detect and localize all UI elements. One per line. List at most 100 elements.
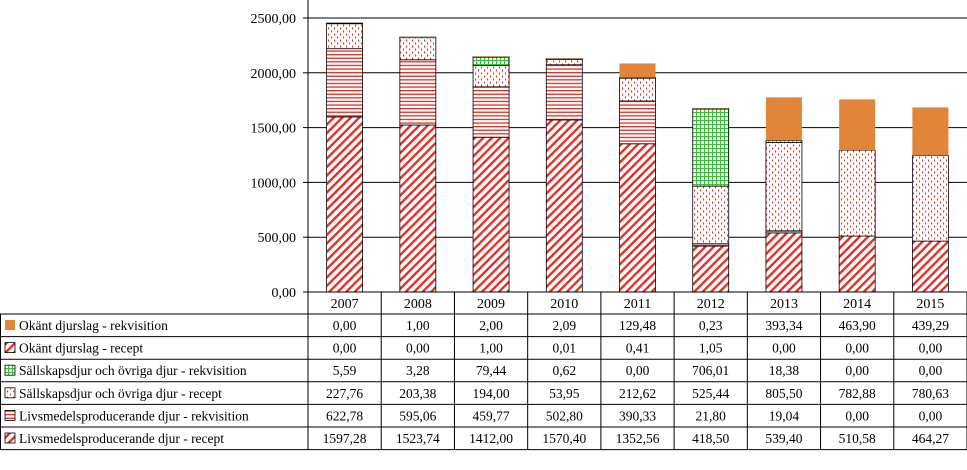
y-tick-label: 1000,00 <box>251 176 297 191</box>
bar-segment-2008-s1 <box>399 59 437 126</box>
category-label: 2011 <box>624 297 651 312</box>
data-label: 595,06 <box>399 408 436 423</box>
bar-segment-2007-s1 <box>326 48 364 118</box>
data-label: 0,01 <box>552 341 576 356</box>
data-label: 510,58 <box>839 431 876 446</box>
category-label: 2013 <box>770 297 798 312</box>
bar-segment-2013-s5 <box>765 97 802 141</box>
y-tick-label: 0,00 <box>272 286 297 301</box>
legend-label: Okänt djurslag - rekvisition <box>19 318 168 333</box>
data-label: 459,77 <box>472 408 509 423</box>
data-label: 393,34 <box>765 318 802 333</box>
bar-segment-2011-s0 <box>619 143 656 293</box>
bar-segment-2014-s5 <box>839 99 876 151</box>
legend-label: Sällskapsdjur och övriga djur - rekvisit… <box>19 363 247 378</box>
bar-segment-2013-s3 <box>765 140 803 143</box>
data-label: 79,44 <box>476 363 507 378</box>
bar-segment-2012-s5 <box>692 108 729 110</box>
data-label: 0,00 <box>919 408 943 423</box>
legend-key-4 <box>4 342 16 354</box>
data-label: 805,50 <box>765 386 802 401</box>
legend-key-0 <box>4 432 16 444</box>
bars <box>326 22 949 293</box>
data-label: 2,09 <box>552 318 576 333</box>
category-label: 2008 <box>404 297 432 312</box>
legend-key-2 <box>4 387 16 399</box>
data-label: 1570,40 <box>542 431 586 446</box>
bar-segment-2011-s2 <box>619 77 656 102</box>
data-label: 1523,74 <box>396 431 440 446</box>
bar-segment-2007-s0 <box>326 116 364 293</box>
category-label: 2015 <box>916 297 944 312</box>
bar-segment-2011-s5 <box>619 63 656 78</box>
data-label: 18,38 <box>769 363 800 378</box>
category-label: 2010 <box>550 297 578 312</box>
data-label: 53,95 <box>549 386 580 401</box>
data-label: 0,00 <box>406 341 430 356</box>
data-label: 0,00 <box>845 408 869 423</box>
legend-key-1 <box>4 409 16 421</box>
data-label: 418,50 <box>692 431 729 446</box>
data-label: 1,00 <box>479 341 503 356</box>
data-label: 0,00 <box>919 363 943 378</box>
bar-segment-2013-s0 <box>765 232 803 293</box>
data-label: 0,00 <box>772 341 796 356</box>
legend-label: Okänt djurslag - recept <box>19 341 143 356</box>
bar-segment-2015-s5 <box>912 107 949 156</box>
data-table: 2007 2008 2009 2010 2011 2012 2013 2014 2015 Okän… <box>0 291 967 451</box>
data-label: 1597,28 <box>323 431 367 446</box>
y-tick-label: 2000,00 <box>251 67 297 82</box>
bar-segment-2008-s2 <box>399 37 437 61</box>
data-label: 0,00 <box>333 318 357 333</box>
data-label: 21,80 <box>696 408 727 423</box>
data-label: 0,00 <box>626 363 650 378</box>
data-label: 782,88 <box>839 386 876 401</box>
category-label: 2009 <box>477 297 505 312</box>
data-label: 3,28 <box>406 363 430 378</box>
bar-segment-2010-s5 <box>546 58 583 60</box>
y-tick-label: 1500,00 <box>251 122 297 137</box>
data-label: 0,62 <box>552 363 576 378</box>
bar-segment-2007-s3 <box>326 22 364 25</box>
data-label: 19,04 <box>769 408 800 423</box>
data-label: 780,63 <box>912 386 949 401</box>
legend-label: Sällskapsdjur och övriga djur - recept <box>19 386 222 401</box>
bar-segment-2014-s2 <box>838 149 876 237</box>
bar-segment-2011-s4 <box>619 77 656 79</box>
data-label: 5,59 <box>333 363 357 378</box>
category-label: 2012 <box>697 297 725 312</box>
legend-key-3 <box>4 364 16 376</box>
legend-label: Livsmedelsproducerande djur - recept <box>19 431 224 446</box>
y-tick-label: 2500,00 <box>251 12 297 27</box>
legend-key-5 <box>5 320 15 330</box>
y-axis: 0,00 500,00 1000,00 1500,00 2000,00 2500,00 <box>251 0 309 301</box>
bar-segment-2009-s0 <box>472 136 510 293</box>
data-label: 1,05 <box>699 341 723 356</box>
bar-segment-2012-s3 <box>692 108 730 187</box>
data-label: 1412,00 <box>469 431 513 446</box>
data-label: 2,00 <box>479 318 503 333</box>
bar-segment-2009-s3 <box>472 56 510 66</box>
category-label: 2014 <box>843 297 871 312</box>
bar-segment-2011-s1 <box>619 100 656 145</box>
category-label: 2007 <box>331 297 359 312</box>
data-label: 525,44 <box>692 386 729 401</box>
bar-segment-2009-s1 <box>472 86 510 138</box>
bar-segment-2009-s2 <box>472 65 510 88</box>
data-label: 539,40 <box>765 431 802 446</box>
bar-segment-2015-s2 <box>911 155 949 242</box>
data-label: 463,90 <box>839 318 876 333</box>
bar-segment-2007-s2 <box>326 23 364 50</box>
bar-segment-2010-s1 <box>545 64 583 121</box>
data-label: 0,00 <box>333 341 357 356</box>
bar-segment-2013-s2 <box>765 142 803 232</box>
y-tick-label: 500,00 <box>258 231 297 246</box>
bar-segment-2008-s5 <box>399 37 436 38</box>
data-label: 0,00 <box>845 363 869 378</box>
bar-segment-2015-s0 <box>911 240 949 293</box>
data-label: 622,78 <box>326 408 363 423</box>
data-label: 0,00 <box>845 341 869 356</box>
data-label: 1352,56 <box>616 431 660 446</box>
data-label: 129,48 <box>619 318 656 333</box>
